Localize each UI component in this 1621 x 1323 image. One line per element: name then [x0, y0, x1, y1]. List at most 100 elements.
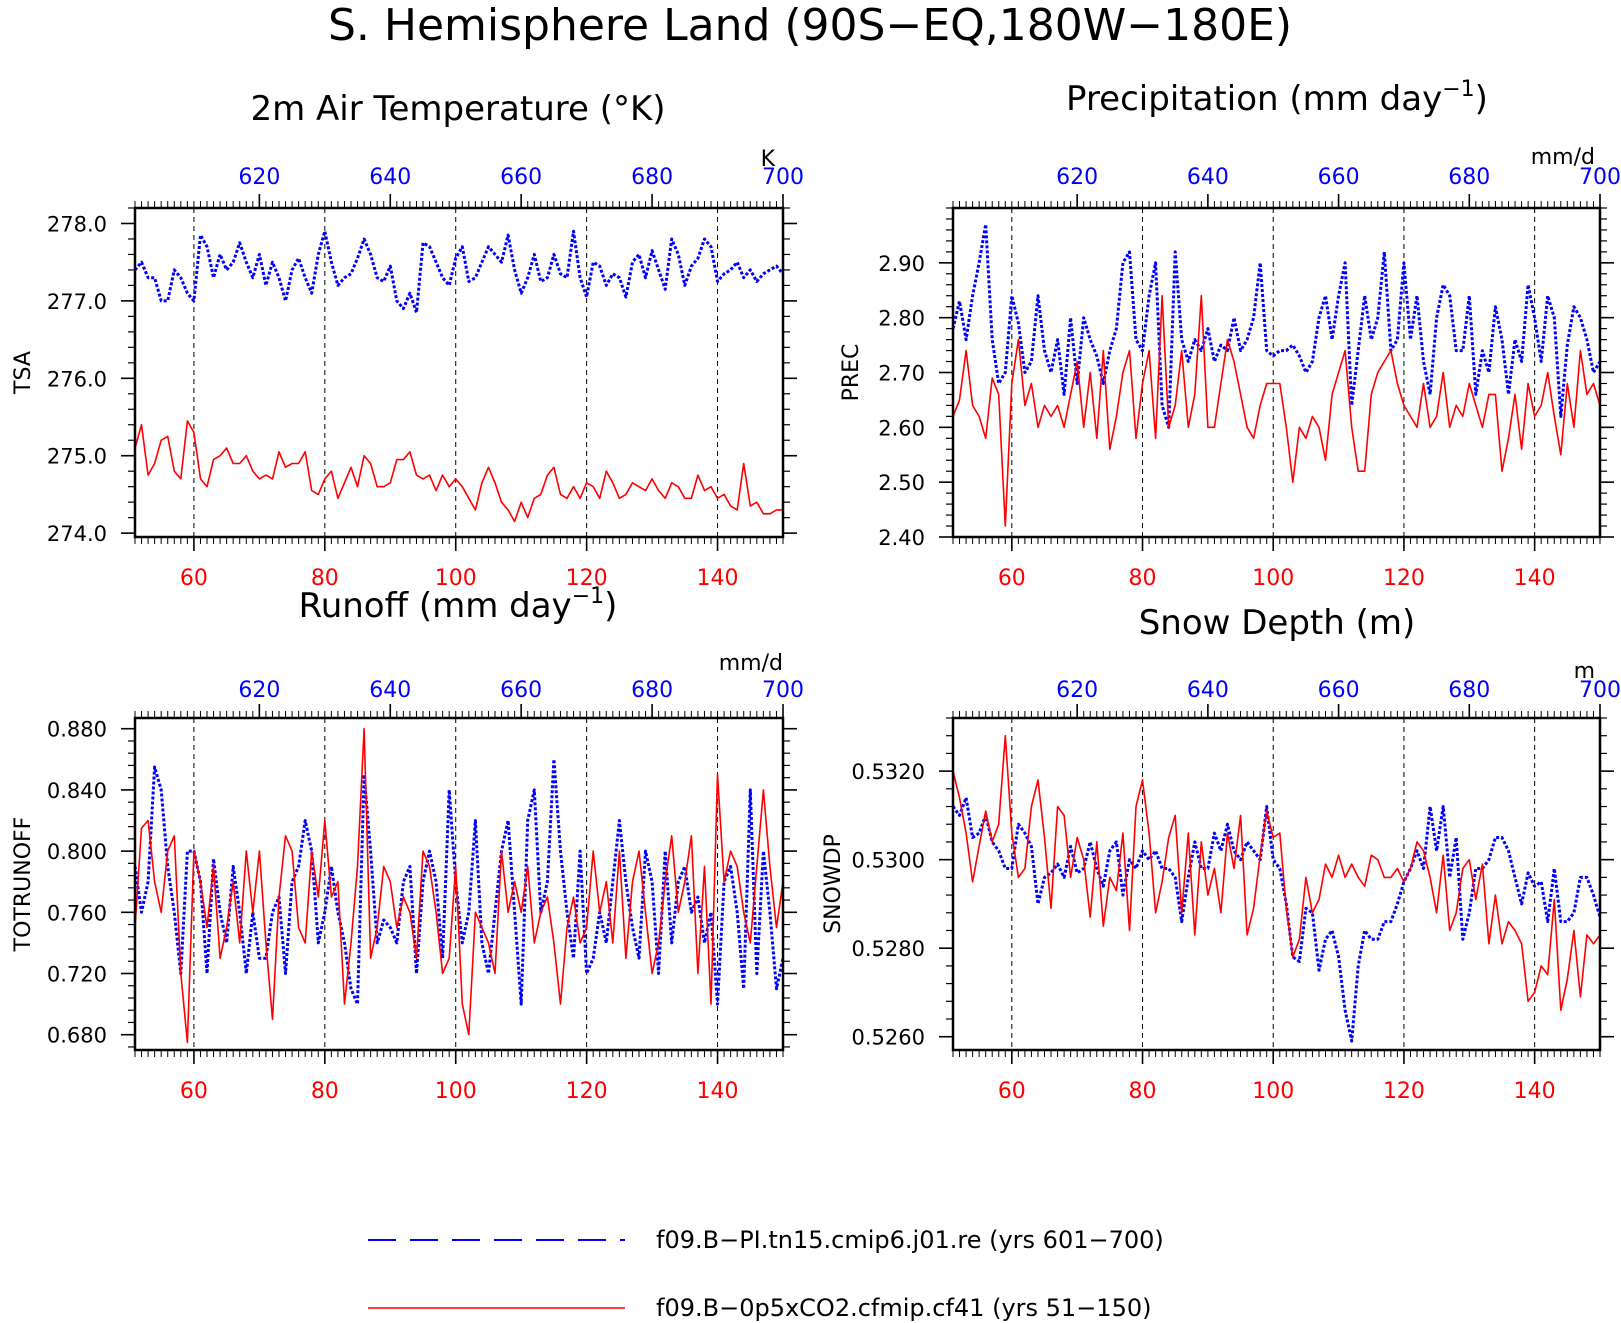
y-axis-label: TSA	[11, 351, 36, 395]
x-top-tick-label: 620	[238, 165, 280, 190]
legend-label-2: f09.B−0p5xCO2.cfmip.cf41 (yrs 51−150)	[656, 1294, 1151, 1322]
legend-label-1: f09.B−PI.tn15.cmip6.j01.re (yrs 601−700)	[656, 1226, 1164, 1254]
page-title: S. Hemisphere Land (90S−EQ,180W−180E)	[328, 0, 1292, 51]
chart-panels: 2m Air Temperature (°K) K TSA 274.0 275.0 276…	[11, 77, 1621, 1104]
x-bottom-tick-label: 120	[566, 1079, 608, 1104]
x-bottom-tick-label: 120	[1383, 566, 1425, 591]
y-tick-label: 2.40	[878, 526, 925, 550]
panel-title-tail: )	[1475, 79, 1488, 119]
panel-title: Precipitation (mm day−1)	[1066, 77, 1488, 119]
y-tick-label: 277.0	[47, 290, 107, 314]
y-tick-label: 0.5280	[852, 937, 925, 961]
chart-panel-1: 2m Air Temperature (°K) K TSA 274.0 275.0 276…	[11, 89, 804, 591]
series-line-1	[951, 222, 1602, 429]
y-tick-label: 2.50	[878, 471, 925, 495]
chart-panel-4: Snow Depth (m) m SNOWDP 0.5260 0.5280 0.5300 0…	[821, 603, 1621, 1104]
x-bottom-tick-label: 80	[311, 566, 339, 591]
series-line-1	[133, 757, 785, 1006]
chart-panel-2: Precipitation (mm day−1) mm/d PREC 2.40 2.50…	[839, 77, 1621, 591]
y-tick-label: 0.800	[47, 840, 107, 864]
plot-frame	[133, 716, 785, 1052]
plot-frame	[951, 206, 1602, 539]
x-bottom-tick-label: 120	[1383, 1079, 1425, 1104]
x-top-tick-label: 700	[1579, 678, 1621, 703]
y-tick-label: 276.0	[47, 367, 107, 391]
y-tick-label: 275.0	[47, 445, 107, 469]
y-axis-label: PREC	[839, 344, 864, 402]
legend: f09.B−PI.tn15.cmip6.j01.re (yrs 601−700)…	[368, 1226, 1164, 1322]
x-top-tick-label: 700	[762, 165, 804, 190]
y-tick-label: 2.80	[878, 307, 925, 331]
x-top-tick-label: 680	[1448, 678, 1490, 703]
x-bottom-tick-label: 100	[1252, 566, 1294, 591]
y-tick-label: 0.880	[47, 718, 107, 742]
panel-title-superscript: −1	[572, 584, 604, 609]
panel-title-superscript: −1	[1442, 77, 1474, 102]
plot-frame	[133, 206, 785, 539]
x-top-tick-label: 700	[762, 678, 804, 703]
y-tick-label: 0.680	[47, 1024, 107, 1048]
panel-title: Runoff (mm day−1)	[299, 584, 618, 626]
unit-label: m	[1574, 659, 1595, 684]
y-tick-label: 0.760	[47, 901, 107, 925]
x-bottom-tick-label: 80	[1129, 1079, 1157, 1104]
y-tick-label: 2.60	[878, 416, 925, 440]
x-bottom-tick-label: 60	[998, 566, 1026, 591]
series-line-2	[134, 420, 783, 523]
y-tick-label: 2.90	[878, 252, 925, 276]
y-tick-label: 0.840	[47, 779, 107, 803]
unit-label: K	[761, 147, 776, 172]
x-bottom-tick-label: 140	[1514, 1079, 1556, 1104]
x-top-tick-label: 640	[369, 165, 411, 190]
panel-title-text: 2m Air Temperature (°K)	[250, 89, 665, 129]
x-bottom-tick-label: 60	[180, 566, 208, 591]
x-top-tick-label: 640	[1187, 678, 1229, 703]
x-top-tick-label: 680	[631, 678, 673, 703]
y-axis-label: SNOWDP	[821, 834, 846, 934]
x-top-tick-label: 660	[500, 165, 542, 190]
x-bottom-tick-label: 80	[1129, 566, 1157, 591]
panel-title-tail: )	[604, 586, 617, 626]
x-top-tick-label: 680	[1448, 165, 1490, 190]
chart-panel-3: Runoff (mm day−1) mm/d TOTRUNOFF 0.680 0.720…	[11, 584, 804, 1104]
unit-label: mm/d	[719, 651, 783, 676]
x-bottom-tick-label: 100	[435, 566, 477, 591]
panel-title: Snow Depth (m)	[1139, 603, 1416, 643]
x-bottom-tick-label: 60	[998, 1079, 1026, 1104]
x-top-tick-label: 660	[1318, 165, 1360, 190]
x-top-tick-label: 620	[1056, 165, 1098, 190]
x-top-tick-label: 660	[500, 678, 542, 703]
y-axis-label: TOTRUNOFF	[11, 817, 36, 953]
x-bottom-tick-label: 140	[697, 1079, 739, 1104]
series-line-2	[952, 294, 1601, 527]
x-bottom-tick-label: 120	[566, 566, 608, 591]
y-tick-label: 0.5300	[852, 849, 925, 873]
x-top-tick-label: 640	[1187, 165, 1229, 190]
y-tick-label: 2.70	[878, 362, 925, 386]
panel-title-text: Precipitation (mm day	[1066, 79, 1442, 119]
y-tick-label: 0.5320	[852, 760, 925, 784]
x-top-tick-label: 620	[1056, 678, 1098, 703]
y-tick-label: 0.5260	[852, 1026, 925, 1050]
plot-frame	[951, 716, 1602, 1052]
panel-title-text: Runoff (mm day	[299, 586, 572, 626]
series-line-1	[951, 796, 1602, 1043]
unit-label: mm/d	[1531, 145, 1595, 170]
x-top-tick-label: 660	[1318, 678, 1360, 703]
y-tick-label: 278.0	[47, 212, 107, 236]
panel-title: 2m Air Temperature (°K)	[250, 89, 665, 129]
x-top-tick-label: 700	[1579, 165, 1621, 190]
x-bottom-tick-label: 100	[435, 1079, 477, 1104]
panel-title-text: Snow Depth (m)	[1139, 603, 1416, 643]
x-bottom-tick-label: 60	[180, 1079, 208, 1104]
series-line-2	[952, 734, 1601, 1012]
x-top-tick-label: 620	[238, 678, 280, 703]
series-line-1	[133, 229, 785, 314]
x-bottom-tick-label: 140	[697, 566, 739, 591]
x-bottom-tick-label: 100	[1252, 1079, 1294, 1104]
x-bottom-tick-label: 140	[1514, 566, 1556, 591]
x-top-tick-label: 680	[631, 165, 673, 190]
y-tick-label: 0.720	[47, 963, 107, 987]
x-top-tick-label: 640	[369, 678, 411, 703]
